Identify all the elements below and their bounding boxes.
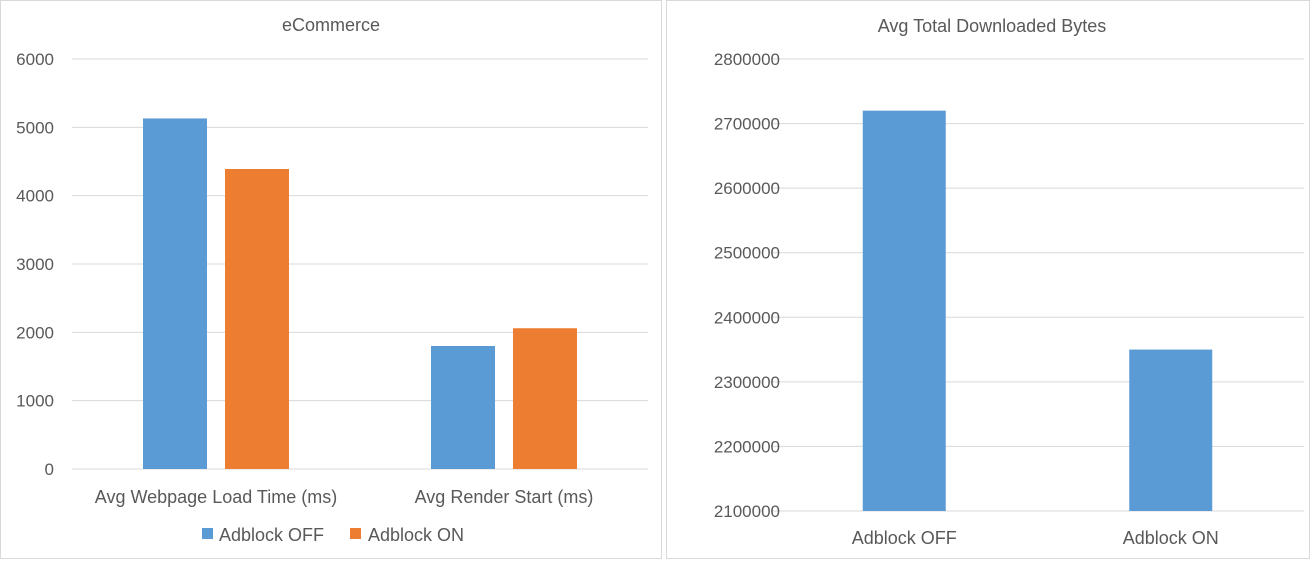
y-tick-label-6000: 6000: [16, 50, 54, 69]
ecommerce-chart-title: eCommerce: [282, 15, 380, 35]
y-tick-label-2800000: 2800000: [714, 50, 780, 69]
ecommerce-y-axis: 0 1000 2000 3000 4000 5000 6000: [16, 50, 54, 479]
bar-series-adblock-on: [1129, 349, 1213, 511]
ecommerce-x-axis: Avg Webpage Load Time (ms) Avg Render Sta…: [95, 487, 594, 507]
downloaded-bytes-y-axis: 2100000 2200000 2300000 2400000 2500000 26000…: [714, 50, 780, 521]
y-tick-label-1000: 1000: [16, 392, 54, 411]
y-tick-label-4000: 4000: [16, 187, 54, 206]
y-tick-label-2500000: 2500000: [714, 244, 780, 263]
y-tick-label-5000: 5000: [16, 118, 54, 137]
x-category-label-avg-webpage-load-time-ms: Avg Webpage Load Time (ms): [95, 487, 337, 507]
ecommerce-legend: Adblock OFF Adblock ON: [202, 525, 464, 545]
ecommerce-bars: [143, 118, 577, 469]
y-tick-label-2700000: 2700000: [714, 115, 780, 134]
x-category-label-adblock-on: Adblock ON: [1123, 528, 1219, 548]
legend-label-adblock-off: Adblock OFF: [219, 525, 324, 545]
bar-adblock-off-avg-render-start-ms: [431, 346, 495, 469]
ecommerce-chart-panel: eCommerce 0 1000 2000 3000 4000 5000 6000 Avg …: [0, 0, 662, 559]
y-tick-label-2600000: 2600000: [714, 179, 780, 198]
x-category-label-avg-render-start-ms: Avg Render Start (ms): [415, 487, 594, 507]
x-category-label-adblock-off: Adblock OFF: [852, 528, 957, 548]
ecommerce-chart: eCommerce 0 1000 2000 3000 4000 5000 6000 Avg …: [16, 15, 648, 545]
bar-series-adblock-off: [862, 110, 946, 512]
y-tick-label-3000: 3000: [16, 255, 54, 274]
downloaded-bytes-gridlines: [771, 58, 1304, 512]
bar-adblock-off-avg-webpage-load-time-ms: [143, 118, 207, 469]
bar-adblock-on-avg-render-start-ms: [513, 328, 577, 469]
legend-label-adblock-on: Adblock ON: [368, 525, 464, 545]
bar-adblock-on-avg-webpage-load-time-ms: [225, 169, 289, 469]
downloaded-bytes-chart: Avg Total Downloaded Bytes 2100000 220000…: [714, 16, 1304, 548]
y-tick-label-2000: 2000: [16, 323, 54, 342]
downloaded-bytes-chart-title: Avg Total Downloaded Bytes: [878, 16, 1106, 36]
downloaded-bytes-x-axis: Adblock OFF Adblock ON: [852, 528, 1219, 548]
legend-swatch-adblock-on: [350, 528, 361, 539]
y-tick-label-2200000: 2200000: [714, 437, 780, 456]
downloaded-bytes-bars: [862, 110, 1213, 512]
y-tick-label-2300000: 2300000: [714, 373, 780, 392]
y-tick-label-2400000: 2400000: [714, 308, 780, 327]
downloaded-bytes-chart-panel: Avg Total Downloaded Bytes 2100000 220000…: [666, 0, 1310, 559]
legend-swatch-adblock-off: [202, 528, 213, 539]
y-tick-label-2100000: 2100000: [714, 502, 780, 521]
y-tick-label-0: 0: [45, 460, 54, 479]
